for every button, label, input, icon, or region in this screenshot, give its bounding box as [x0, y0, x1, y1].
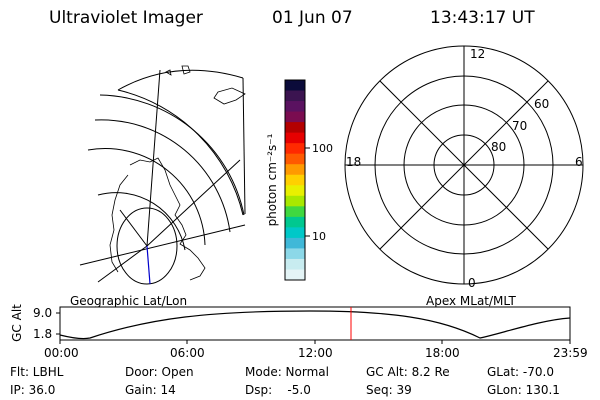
colorbar-cell — [285, 248, 305, 260]
colorbar-cell — [285, 269, 305, 281]
status-seq: Seq: 39 — [366, 383, 412, 397]
status-mode: Mode: Normal — [245, 365, 329, 379]
map-arc — [242, 77, 246, 215]
status-door: Door: Open — [125, 365, 194, 379]
timeline-y-tick: 1.8 — [33, 327, 53, 341]
colorbar-unit-label: photon cm⁻²s⁻¹ — [265, 133, 279, 227]
mlat-label-80: 80 — [491, 140, 507, 154]
map-arc — [87, 148, 206, 246]
map-meridian — [79, 224, 246, 266]
status-gc-alt: GC Alt: 8.2 Re — [366, 365, 450, 379]
colorbar-cell — [285, 101, 305, 113]
colorbar-cell — [285, 174, 305, 186]
colorbar-cell — [285, 132, 305, 144]
mlt-label-18: 18 — [346, 155, 362, 169]
colorbar-cell — [285, 111, 305, 123]
colorbar-cell — [285, 237, 305, 249]
geographic-map — [79, 65, 246, 285]
colorbar-cell — [285, 195, 305, 207]
mlt-label-6: 6 — [575, 155, 583, 169]
timeline-y-axis-label: GC Alt — [10, 304, 24, 342]
colorbar-cell — [285, 206, 305, 218]
status-filter: Flt: LBHL — [10, 365, 64, 379]
coastline — [213, 87, 246, 105]
timeline-x-tick: 12:00 — [298, 346, 333, 360]
status-ip: IP: 36.0 — [10, 383, 56, 397]
coastline — [109, 174, 129, 273]
coastline — [129, 157, 206, 281]
colorbar-cell — [285, 185, 305, 197]
spacecraft-track — [146, 245, 151, 285]
colorbar-tick-100: 100 — [312, 142, 333, 155]
map-meridian — [146, 159, 241, 247]
app-title: Ultraviolet Imager — [49, 8, 203, 28]
colorbar-cell — [285, 122, 305, 134]
status-glon: GLon: 130.1 — [487, 383, 560, 397]
intensity-colorbar — [284, 79, 310, 281]
map-meridian — [97, 245, 148, 283]
polar-diagonal — [379, 80, 549, 250]
colorbar-cell — [285, 153, 305, 165]
map-circle — [116, 207, 178, 285]
map-arc — [97, 192, 186, 251]
coastline — [165, 69, 172, 76]
apex-panel-label: Apex MLat/MLT — [426, 294, 516, 308]
map-arc — [99, 94, 245, 216]
status-dsp: Dsp: -5.0 — [245, 383, 311, 397]
mlt-label-0: 0 — [468, 276, 476, 290]
magnetic-polar-grid — [344, 45, 584, 285]
colorbar-cell — [285, 227, 305, 239]
colorbar-cell — [285, 216, 305, 228]
image-date: 01 Jun 07 — [272, 8, 353, 28]
colorbar-cell — [285, 258, 305, 270]
altitude-curve — [59, 310, 571, 340]
map-meridian — [146, 69, 161, 247]
geographic-panel-label: Geographic Lat/Lon — [70, 294, 188, 308]
timeline-x-tick: 18:00 — [425, 346, 460, 360]
image-time: 13:43:17 UT — [430, 8, 535, 28]
timeline-x-tick: 23:59 — [553, 346, 588, 360]
status-panel: Flt: LBHL IP: 36.0 Door: Open Gain: 14 M… — [0, 365, 600, 400]
timeline-x-tick: 06:00 — [170, 346, 205, 360]
status-gain: Gain: 14 — [125, 383, 176, 397]
status-glat: GLat: -70.0 — [487, 365, 554, 379]
mlt-label-12: 12 — [470, 47, 486, 61]
coastline — [181, 65, 191, 75]
mlat-label-60: 60 — [534, 97, 550, 111]
map-arc — [94, 119, 231, 233]
timeline-x-tick: 00:00 — [44, 346, 79, 360]
map-arc — [117, 89, 244, 216]
colorbar-tick-10: 10 — [312, 230, 326, 243]
timeline-y-tick: 9.0 — [33, 306, 53, 320]
colorbar-cell — [285, 143, 305, 155]
colorbar-cell — [285, 80, 305, 92]
header: Ultraviolet Imager 01 Jun 07 13:43:17 UT — [0, 8, 600, 30]
altitude-timeline — [56, 306, 571, 344]
map-meridian — [119, 209, 148, 247]
colorbar-cell — [285, 90, 305, 102]
mlat-label-70: 70 — [512, 119, 528, 133]
colorbar-cell — [285, 164, 305, 176]
map-arc — [117, 69, 244, 91]
